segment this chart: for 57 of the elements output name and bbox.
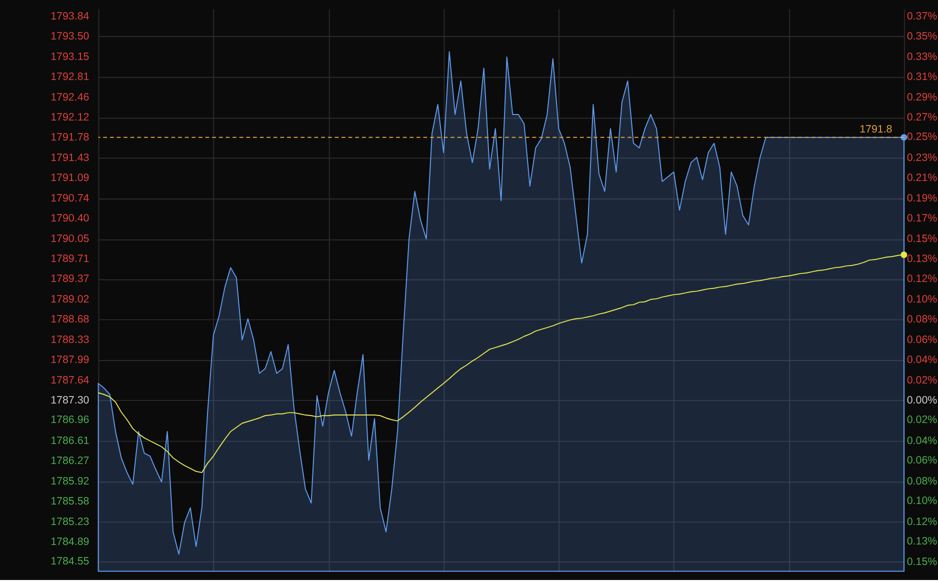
y-tick-label: 1792.46 <box>50 91 90 104</box>
y2-tick-label: 0.31% <box>906 70 938 83</box>
y-tick-label: 1793.50 <box>50 30 90 42</box>
y-tick-label: 1793.84 <box>50 10 90 22</box>
y2-tick-label: 0.15% <box>906 232 938 245</box>
y2-tick-label: 0.10% <box>906 293 938 306</box>
y2-tick-label: 0.23% <box>906 152 938 164</box>
y2-tick-label: 0.29% <box>906 91 938 104</box>
y-tick-label: 1784.89 <box>50 536 90 548</box>
y2-tick-label: 0.06% <box>906 454 938 467</box>
y-tick-label: 1793.15 <box>50 50 90 63</box>
y-tick-label: 1786.61 <box>50 434 90 447</box>
y2-tick-label: 0.08% <box>906 313 938 326</box>
y-tick-label: 1791.09 <box>50 172 90 184</box>
y2-tick-label: 0.04% <box>906 354 938 366</box>
y2-tick-label: 0.04% <box>906 434 938 447</box>
y-tick-label: 1784.55 <box>50 556 90 568</box>
y-tick-label: 1791.78 <box>50 131 90 144</box>
y-tick-label: 1786.27 <box>50 454 90 467</box>
y-tick-label: 1792.81 <box>50 70 90 83</box>
y-tick-label: 1787.30 <box>50 394 90 406</box>
y2-tick-label: 0.33% <box>906 50 938 63</box>
y2-tick-label: 0.06% <box>906 334 938 346</box>
y-tick-label: 1791.43 <box>50 152 90 164</box>
y2-tick-label: 0.00% <box>906 394 938 406</box>
y-tick-label: 1790.40 <box>50 212 90 224</box>
y-tick-label: 1789.02 <box>50 293 90 306</box>
y2-tick-label: 0.37% <box>906 10 938 22</box>
y-tick-label: 1792.12 <box>50 111 90 124</box>
y-tick-label: 1789.37 <box>50 272 90 285</box>
y2-tick-label: 0.12% <box>906 516 938 528</box>
y2-tick-label: 0.08% <box>906 475 938 488</box>
y2-tick-label: 0.12% <box>906 272 938 285</box>
y2-tick-label: 0.10% <box>906 495 938 508</box>
y-tick-label: 1786.96 <box>50 414 90 426</box>
y-tick-label: 1785.23 <box>50 516 90 528</box>
y2-tick-label: 0.15% <box>906 556 938 568</box>
y2-tick-label: 0.21% <box>906 172 938 184</box>
y2-tick-label: 0.17% <box>906 212 938 224</box>
y-tick-label: 1790.05 <box>50 232 90 245</box>
y-tick-label: 1787.64 <box>50 374 90 386</box>
y-tick-label: 1785.58 <box>50 495 90 508</box>
y-tick-label: 1785.92 <box>50 475 90 488</box>
y2-tick-label: 0.13% <box>906 252 938 265</box>
y-tick-label: 1788.33 <box>50 334 90 346</box>
ref-line-label: 1791.8 <box>860 123 892 136</box>
y2-tick-label: 0.13% <box>906 536 938 548</box>
y2-tick-label: 0.19% <box>906 192 938 204</box>
y2-tick-label: 0.02% <box>906 414 938 426</box>
y-tick-label: 1789.71 <box>50 252 90 265</box>
y-tick-label: 1790.74 <box>50 192 90 204</box>
y-tick-label: 1788.68 <box>50 313 90 326</box>
y2-tick-label: 0.02% <box>906 374 938 386</box>
y2-tick-label: 0.27% <box>906 111 938 124</box>
y2-tick-label: 0.25% <box>906 131 938 144</box>
y2-tick-label: 0.35% <box>906 30 938 42</box>
y-tick-label: 1787.99 <box>50 354 90 366</box>
